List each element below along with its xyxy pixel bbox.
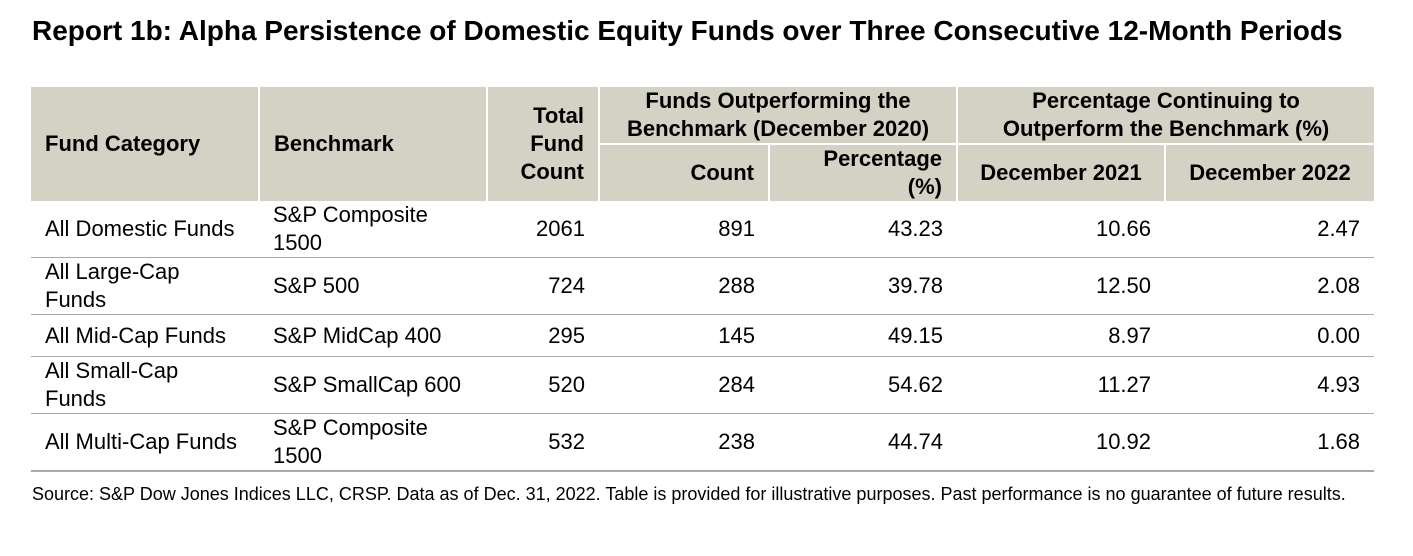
- percentage-cell: 54.62: [769, 356, 958, 414]
- header-fund-category: Fund Category: [31, 87, 259, 201]
- report-title: Report 1b: Alpha Persistence of Domestic…: [32, 15, 1343, 46]
- december-2021-cell: 11.27: [957, 356, 1166, 414]
- header-december-2021: December 2021: [956, 144, 1166, 201]
- table-row: All Mid-Cap Funds S&P MidCap 400 295 145…: [31, 314, 1375, 357]
- table-row: All Large-Cap Funds S&P 500 724 288 39.7…: [31, 257, 1375, 315]
- header-total-fund-count: Total Fund Count: [486, 87, 599, 201]
- december-2022-cell: 1.68: [1165, 413, 1375, 472]
- december-2021-cell: 8.97: [957, 314, 1166, 357]
- table-row: All Small-Cap Funds S&P SmallCap 600 520…: [31, 356, 1375, 414]
- total-fund-count-cell: 520: [487, 356, 599, 414]
- benchmark-cell: S&P 500: [259, 257, 487, 315]
- december-2021-cell: 10.92: [957, 413, 1166, 472]
- december-2021-cell: 12.50: [957, 257, 1166, 315]
- total-fund-count-cell: 532: [487, 413, 599, 472]
- fund-category-cell: All Large-Cap Funds: [31, 257, 259, 315]
- december-2022-cell: 2.47: [1165, 201, 1375, 258]
- total-fund-count-cell: 295: [487, 314, 599, 357]
- count-cell: 891: [599, 201, 769, 258]
- fund-category-cell: All Domestic Funds: [31, 201, 259, 258]
- fund-category-cell: All Small-Cap Funds: [31, 356, 259, 414]
- benchmark-cell: S&P SmallCap 600: [259, 356, 487, 414]
- source-note: Source: S&P Dow Jones Indices LLC, CRSP.…: [32, 484, 1346, 504]
- header-funds-outperforming-group: Funds Outperforming the Benchmark (Decem…: [597, 87, 958, 145]
- percentage-cell: 44.74: [769, 413, 958, 472]
- december-2022-cell: 4.93: [1165, 356, 1375, 414]
- total-fund-count-cell: 724: [487, 257, 599, 315]
- benchmark-cell: S&P MidCap 400: [259, 314, 487, 357]
- alpha-persistence-table: Fund Category Benchmark Total Fund Count…: [31, 87, 1375, 472]
- benchmark-cell: S&P Composite 1500: [259, 201, 487, 258]
- table-body: All Domestic Funds S&P Composite 1500 20…: [31, 201, 1375, 472]
- percentage-cell: 49.15: [769, 314, 958, 357]
- header-benchmark: Benchmark: [258, 87, 487, 201]
- count-cell: 288: [599, 257, 769, 315]
- december-2022-cell: 2.08: [1165, 257, 1375, 315]
- total-fund-count-cell: 2061: [487, 201, 599, 258]
- count-cell: 238: [599, 413, 769, 472]
- benchmark-cell: S&P Composite 1500: [259, 413, 487, 472]
- table-row: All Domestic Funds S&P Composite 1500 20…: [31, 201, 1375, 258]
- header-percentage: Percentage (%): [767, 144, 958, 201]
- percentage-cell: 39.78: [769, 257, 958, 315]
- table-row: All Multi-Cap Funds S&P Composite 1500 5…: [31, 413, 1375, 472]
- count-cell: 284: [599, 356, 769, 414]
- header-count: Count: [598, 144, 769, 201]
- table-header: Fund Category Benchmark Total Fund Count…: [31, 87, 1375, 201]
- count-cell: 145: [599, 314, 769, 357]
- header-percentage-continuing-group: Percentage Continuing to Outperform the …: [956, 87, 1375, 145]
- fund-category-cell: All Mid-Cap Funds: [31, 314, 259, 357]
- header-december-2022: December 2022: [1164, 144, 1375, 201]
- percentage-cell: 43.23: [769, 201, 958, 258]
- fund-category-cell: All Multi-Cap Funds: [31, 413, 259, 472]
- december-2021-cell: 10.66: [957, 201, 1166, 258]
- december-2022-cell: 0.00: [1165, 314, 1375, 357]
